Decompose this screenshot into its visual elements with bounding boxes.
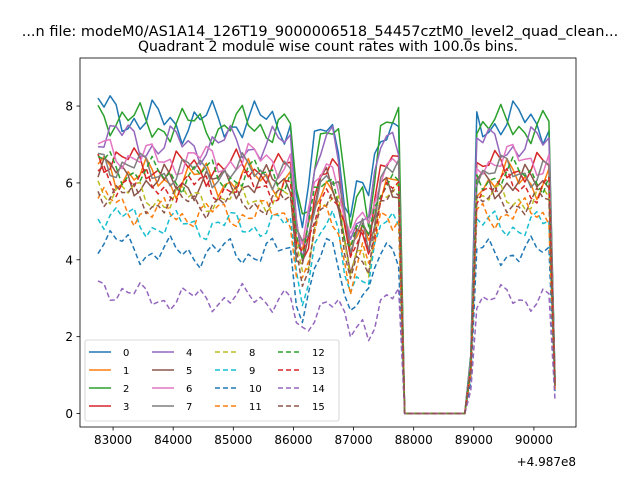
legend-frame [84, 339, 340, 422]
series-line-0 [97, 95, 556, 415]
legend-label-10: 10 [249, 384, 262, 395]
figure-suptitle: ...n file: modeM0/AS1A14_126T19_90000065… [22, 24, 619, 40]
x-tick-label: 84000 [154, 433, 192, 447]
y-tick-label: 4 [65, 253, 73, 267]
series-line-14 [97, 280, 556, 415]
y-axis: 0 2 4 6 8 [65, 100, 80, 421]
series-line-10 [97, 229, 556, 415]
y-tick-label: 6 [65, 176, 73, 190]
legend-label-14: 14 [312, 384, 325, 395]
series-layer [97, 95, 556, 415]
series-line-4 [97, 124, 556, 415]
legend-label-6: 6 [186, 384, 192, 395]
legend-label-11: 11 [249, 402, 262, 413]
series-line-9 [97, 207, 556, 415]
legend-label-2: 2 [123, 384, 129, 395]
series-line-15 [97, 183, 556, 415]
x-axis-offset-label: +4.987e8 [517, 455, 576, 469]
legend-label-3: 3 [123, 402, 129, 413]
x-axis: 83000 84000 85000 86000 87000 88000 89000 90000 [94, 427, 553, 447]
x-tick-label: 90000 [515, 433, 553, 447]
axes-title: Quadrant 2 module wise count rates with … [138, 39, 518, 55]
legend-label-13: 13 [312, 366, 325, 377]
x-tick-label: 85000 [214, 433, 252, 447]
y-tick-label: 2 [65, 330, 73, 344]
legend-label-4: 4 [186, 348, 192, 359]
legend-label-9: 9 [249, 366, 255, 377]
legend-label-15: 15 [312, 402, 325, 413]
x-tick-label: 88000 [395, 433, 433, 447]
x-tick-label: 89000 [455, 433, 493, 447]
legend-label-7: 7 [186, 402, 192, 413]
legend-label-5: 5 [186, 366, 192, 377]
series-line-3 [97, 147, 556, 415]
y-tick-label: 8 [65, 100, 73, 114]
x-tick-label: 87000 [334, 433, 372, 447]
legend-label-8: 8 [249, 348, 255, 359]
y-tick-label: 0 [65, 407, 73, 421]
series-line-1 [97, 155, 556, 415]
legend-label-12: 12 [312, 348, 325, 359]
plot-frame [79, 57, 577, 428]
series-line-13 [97, 165, 556, 415]
x-tick-label: 83000 [94, 433, 132, 447]
series-line-5 [97, 157, 556, 415]
series-line-7 [97, 152, 556, 415]
legend-label-1: 1 [123, 366, 129, 377]
series-line-6 [97, 138, 556, 415]
legend-label-0: 0 [123, 348, 129, 359]
x-tick-label: 86000 [274, 433, 312, 447]
